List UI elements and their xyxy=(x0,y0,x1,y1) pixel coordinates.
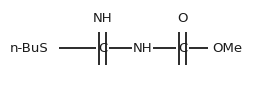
Text: n-BuS: n-BuS xyxy=(9,42,48,55)
Text: OMe: OMe xyxy=(213,42,243,55)
Text: C: C xyxy=(178,42,187,55)
Text: O: O xyxy=(177,12,188,25)
Text: NH: NH xyxy=(133,42,152,55)
Text: C: C xyxy=(98,42,107,55)
Text: NH: NH xyxy=(93,12,112,25)
